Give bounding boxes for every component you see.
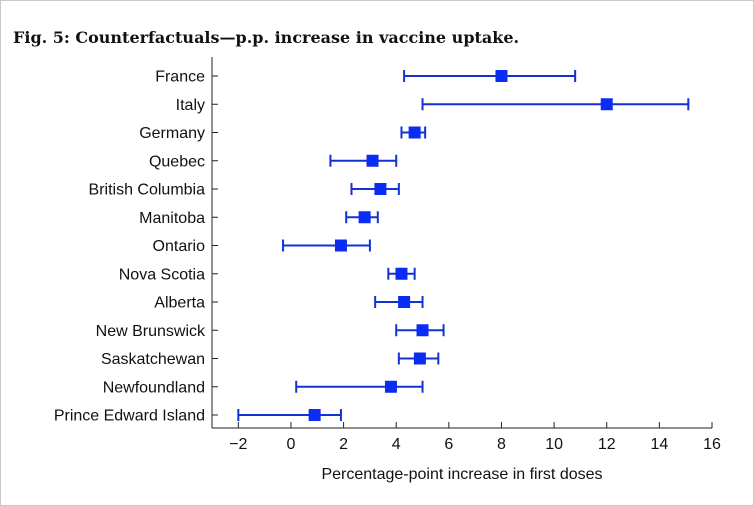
point-estimate-marker bbox=[398, 296, 411, 308]
x-tick-label: −2 bbox=[229, 436, 247, 453]
x-tick-label: 8 bbox=[497, 436, 506, 453]
axes bbox=[211, 57, 712, 429]
point-estimate-marker bbox=[413, 352, 426, 365]
point-estimate-marker bbox=[334, 239, 347, 252]
x-tick-label: 4 bbox=[392, 436, 401, 453]
point-estimate-marker bbox=[366, 154, 379, 167]
point-estimate-marker bbox=[358, 211, 371, 224]
y-category-label: Prince Edward Island bbox=[54, 408, 205, 425]
x-tick-label: 6 bbox=[444, 436, 453, 453]
x-tick-label: 0 bbox=[286, 436, 295, 453]
point-estimate-marker bbox=[495, 70, 508, 82]
y-category-label: British Columbia bbox=[89, 182, 206, 199]
y-category-label: Quebec bbox=[149, 153, 205, 170]
x-tick-label: 14 bbox=[650, 436, 668, 453]
y-category-label: Alberta bbox=[154, 295, 205, 312]
point-estimate-marker bbox=[308, 409, 321, 421]
error-bars bbox=[237, 70, 690, 421]
x-tick-label: 10 bbox=[545, 436, 563, 453]
y-category-label: Manitoba bbox=[139, 210, 205, 227]
point-estimate-marker bbox=[395, 267, 408, 280]
point-estimate-marker bbox=[600, 98, 613, 111]
y-category-label: France bbox=[155, 69, 205, 86]
point-estimates bbox=[308, 70, 613, 421]
point-estimate-marker bbox=[374, 183, 387, 195]
point-estimate-marker bbox=[416, 324, 429, 337]
y-category-label: New Brunswick bbox=[96, 323, 206, 340]
y-category-label: Saskatchewan bbox=[101, 351, 205, 368]
x-tick-label: 12 bbox=[598, 436, 616, 453]
x-axis-label: Percentage-point increase in first doses bbox=[321, 466, 602, 483]
y-category-label: Nova Scotia bbox=[119, 266, 205, 283]
point-estimate-marker bbox=[408, 126, 421, 139]
y-category-label: Newfoundland bbox=[103, 379, 205, 396]
point-estimate-marker bbox=[384, 380, 397, 393]
y-category-label: Ontario bbox=[153, 238, 206, 255]
y-category-label: Italy bbox=[176, 97, 205, 114]
x-tick-label: 16 bbox=[703, 436, 721, 453]
figure-title: Fig. 5: Counterfactuals—p.p. increase in… bbox=[13, 28, 520, 47]
y-category-label: Germany bbox=[139, 125, 205, 142]
y-category-labels: France Italy Germany Quebec British Columbia… bbox=[54, 69, 218, 425]
x-ticks: −2 0 2 4 6 8 10 12 14 16 bbox=[229, 422, 721, 453]
x-tick-label: 2 bbox=[339, 436, 348, 453]
